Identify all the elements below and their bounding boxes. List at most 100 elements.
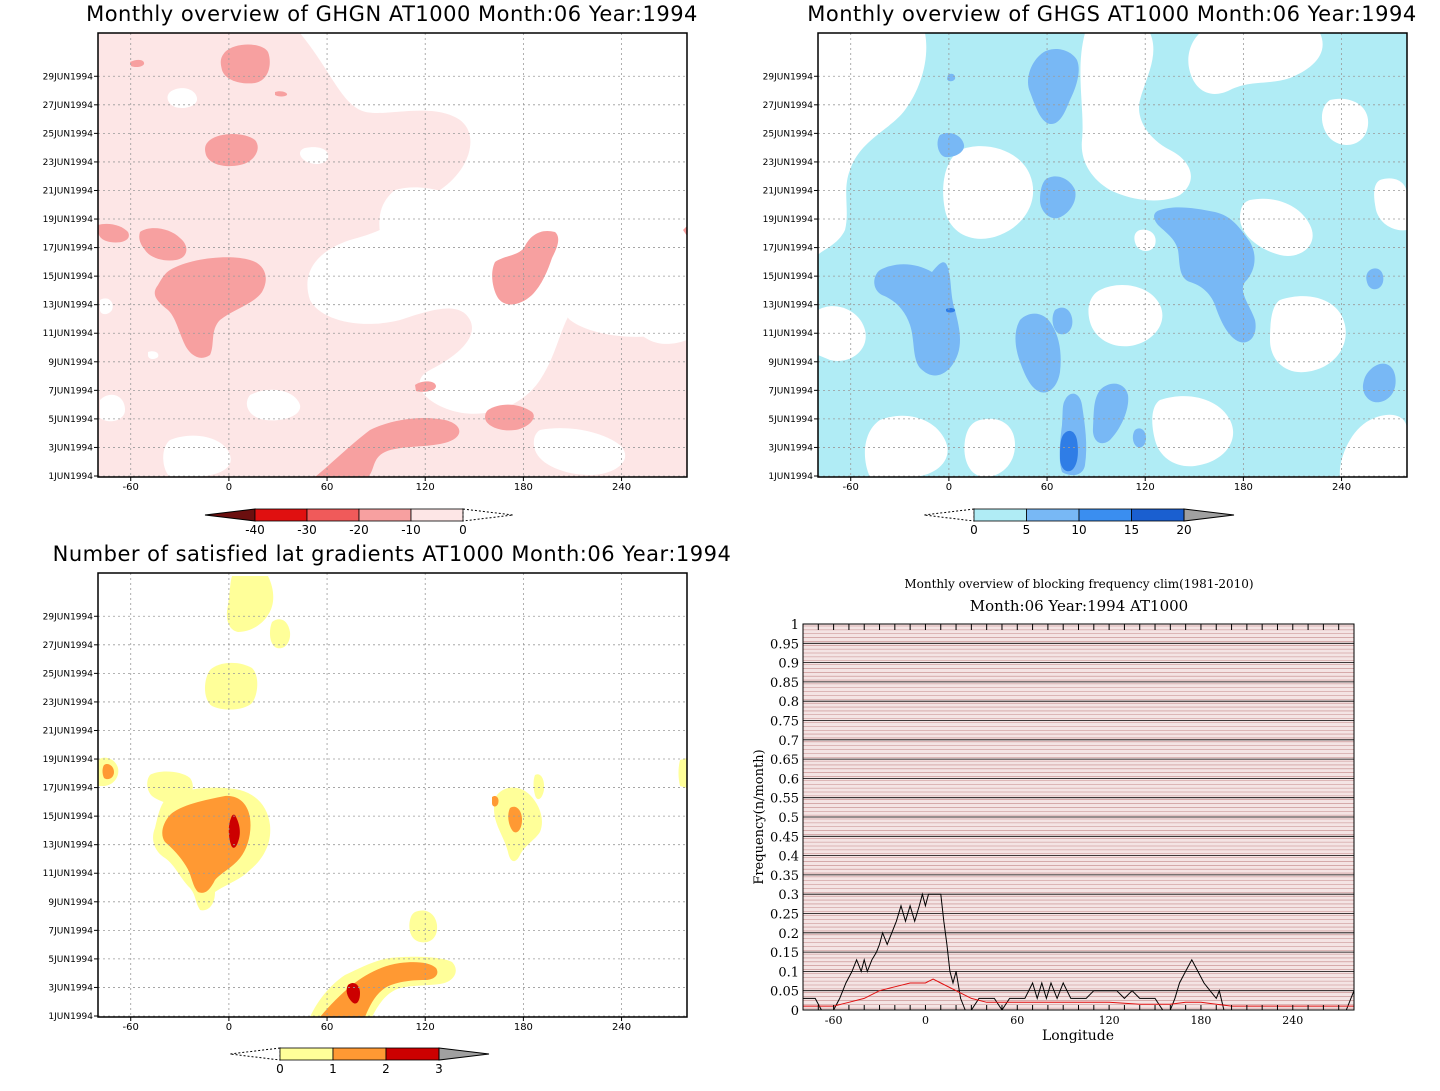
ghgn-colorbar-label: -20 [349,523,369,537]
ghgn-colorbar: -40 -30 -20 -10 0 [204,508,514,537]
gradients-ytick-label: 9JUN1994 [48,898,93,908]
gradients-xtick-label: 120 [416,1022,435,1033]
ghgn-ytick-label: 7JUN1994 [48,386,93,396]
ghgn-ytick-label: 9JUN1994 [48,358,93,368]
gradients-xtick-label: 240 [612,1022,631,1033]
gradients-title: Number of satisfied lat gradients AT1000… [53,542,732,566]
ghgn-colorbar-label: -30 [297,523,317,537]
gradients-panel: Number of satisfied lat gradients AT1000… [43,542,732,1076]
ghgn-ytick-label: 15JUN1994 [43,272,94,282]
ghgn-title: Monthly overview of GHGN AT1000 Month:06… [86,2,698,26]
gradients-ytick-label: 3JUN1994 [48,983,93,993]
ghgs-colorbar-right-triangle [1183,508,1235,522]
ghgn-colorbar-box [358,508,412,522]
ghgn-xtick-label: -60 [123,482,139,493]
gradients-ytick-label: 5JUN1994 [48,955,93,965]
blocking-ytick-label: 0.85 [770,676,799,691]
blocking-xtick-label: -60 [825,1014,843,1027]
ghgs-ytick-label: 19JUN1994 [763,215,814,225]
gradients-colorbar-left-triangle [229,1047,281,1061]
ghgs-colorbar-label: 0 [970,523,978,537]
ghgs-xtick-label: 240 [1332,482,1351,493]
gradients-level2-regions [102,763,522,1017]
ghgs-colorbar-label: 10 [1071,523,1086,537]
ghgn-ytick-label: 11JUN1994 [43,329,94,339]
ghgs-ytick-label: 23JUN1994 [763,158,814,168]
ghgn-ytick-label: 29JUN1994 [43,72,94,82]
ghgn-ytick-label: 5JUN1994 [48,415,93,425]
ghgn-xtick-label: 60 [321,482,334,493]
gradients-ytick-label: 15JUN1994 [43,812,94,822]
ghgn-panel: Monthly overview of GHGN AT1000 Month:06… [43,2,698,537]
gradients-colorbar-box [332,1047,387,1061]
ghgn-colorbar-left-triangle [204,508,256,522]
ghgs-ytick-label: 13JUN1994 [763,301,814,311]
ghgn-xtick-label: 180 [514,482,533,493]
ghgn-colorbar-box [254,508,308,522]
gradients-xtick-label: -60 [123,1022,139,1033]
ghgs-colorbar-label: 15 [1124,523,1139,537]
ghgn-colorbar-label: 0 [459,523,467,537]
blocking-xtick-label: 120 [1099,1014,1120,1027]
blocking-ytick-label: 0.05 [770,985,799,1000]
ghgs-xtick-label: 0 [946,482,952,493]
blocking-ytick-label: 0.95 [770,637,799,652]
gradients-ytick-label: 13JUN1994 [43,841,94,851]
gradients-level3-regions [228,814,360,1004]
blocking-xtick-label: 240 [1282,1014,1303,1027]
ghgs-ytick-label: 3JUN1994 [768,443,813,453]
ghgs-ytick-label: 21JUN1994 [763,186,814,196]
ghgn-ytick-label: 1JUN1994 [48,472,93,482]
blocking-xtick-label: 0 [922,1014,929,1027]
gradients-colorbar-label: 3 [435,1062,443,1076]
ghgn-colorbar-box [410,508,464,522]
ghgs-ytick-label: 7JUN1994 [768,386,813,396]
ghgs-colorbar-label: 5 [1023,523,1031,537]
ghgs-xtick-label: 120 [1136,482,1155,493]
gradients-xtick-label: 60 [321,1022,334,1033]
blocking-title: Monthly overview of blocking frequency c… [904,577,1253,591]
blocking-ytick-label: 1 [791,618,799,633]
ghgn-xtick-label: 120 [416,482,435,493]
blocking-ytick-label: 0.15 [770,946,799,961]
ghgn-ytick-label: 25JUN1994 [43,129,94,139]
ghgs-ytick-label: 27JUN1994 [763,101,814,111]
ghgs-xtick-label: 180 [1234,482,1253,493]
ghgs-ytick-label: 1JUN1994 [768,472,813,482]
blocking-xtick-label: 180 [1190,1014,1211,1027]
blocking-ytick-label: 0 [791,1004,799,1019]
ghgn-ytick-label: 13JUN1994 [43,301,94,311]
ghgs-ytick-label: 5JUN1994 [768,415,813,425]
ghgn-ytick-label: 17JUN1994 [43,244,94,254]
blocking-subtitle: Month:06 Year:1994 AT1000 [970,597,1188,615]
ghgs-ytick-label: 11JUN1994 [763,329,814,339]
gradients-xtick-label: 180 [514,1022,533,1033]
ghgs-xtick-label: 60 [1041,482,1054,493]
gradients-ytick-label: 27JUN1994 [43,641,94,651]
ghgs-light-regions [818,33,1407,477]
blocking-ytick-label: 0.45 [770,830,799,845]
gradients-colorbar-right-triangle [438,1047,490,1061]
ghgs-ytick-label: 9JUN1994 [768,358,813,368]
ghgs-colorbar-left-triangle [923,508,975,522]
blocking-hatch-lines [803,624,1354,1010]
ghgn-xtick-label: 240 [612,482,631,493]
ghgs-colorbar-box [1078,508,1132,522]
blocking-ytick-label: 0.3 [778,888,799,903]
gradients-plot-frame [97,572,688,1018]
blocking-ytick-label: 0.55 [770,792,799,807]
blocking-xlabel: Longitude [1042,1028,1114,1044]
ghgn-ytick-label: 21JUN1994 [43,186,94,196]
blocking-series [803,892,1354,1010]
ghgs-contour-field [818,33,1407,477]
blocking-ytick-label: 0.5 [778,811,799,826]
ghgn-ytick-label: 19JUN1994 [43,215,94,225]
blocking-ylabel: Frequency(n/month) [752,749,767,884]
ghgs-xtick-label: -60 [843,482,859,493]
ghgn-ytick-label: 27JUN1994 [43,101,94,111]
blocking-frequency-line [803,892,1354,1010]
ghgs-plot-frame [817,32,1408,478]
ghgs-strong-regions [946,307,1078,472]
ghgs-colorbar-label: 20 [1176,523,1191,537]
